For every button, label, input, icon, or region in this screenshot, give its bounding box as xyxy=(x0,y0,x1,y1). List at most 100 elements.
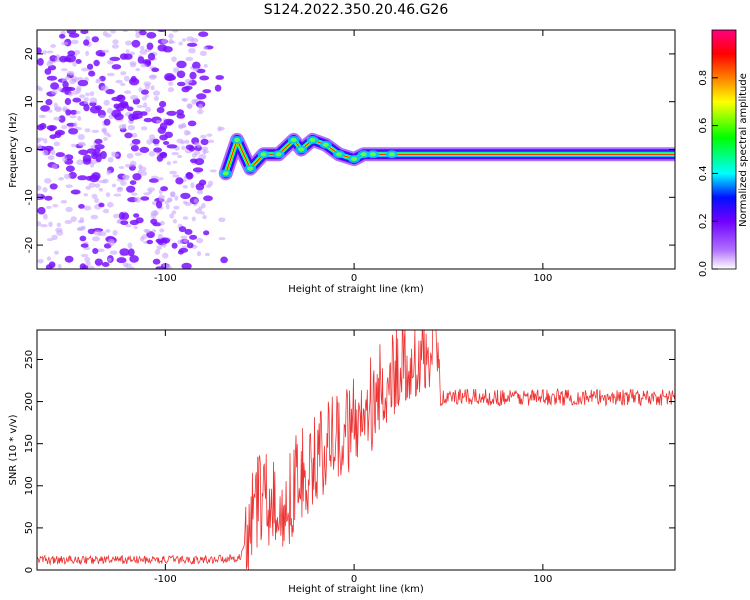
noise-blob xyxy=(189,71,197,80)
spectrogram-ylabel: Frequency (Hz) xyxy=(8,112,19,188)
noise-blob xyxy=(102,30,108,37)
noise-blob xyxy=(46,75,58,81)
noise-blob xyxy=(129,219,139,226)
noise-blob xyxy=(100,231,107,237)
noise-blob xyxy=(148,178,159,183)
colorbar-ticks: 0.0 0.2 0.4 0.6 0.8 xyxy=(698,70,718,277)
noise-blob xyxy=(75,59,82,64)
noise-blob xyxy=(81,67,89,72)
noise-blob xyxy=(112,213,121,219)
noise-blob xyxy=(192,167,204,173)
noise-blob xyxy=(123,53,133,60)
noise-blob xyxy=(78,204,85,209)
noise-blob xyxy=(153,147,163,153)
noise-blob xyxy=(47,238,54,242)
noise-blob xyxy=(107,201,114,208)
colorbar-tick-label: 0.6 xyxy=(698,118,709,134)
noise-blob xyxy=(196,93,207,100)
noise-blob xyxy=(171,210,177,215)
noise-blob xyxy=(70,143,77,148)
noise-blob xyxy=(125,224,132,228)
noise-blob xyxy=(64,255,74,263)
noise-blob xyxy=(40,224,48,228)
noise-blob xyxy=(58,115,66,123)
y-tick-label: 0 xyxy=(24,567,35,573)
noise-blob xyxy=(77,175,88,181)
noise-blob xyxy=(129,180,137,186)
colorbar-label: Normalized spectral amplitude xyxy=(738,73,749,227)
noise-blob xyxy=(159,228,165,233)
noise-blob xyxy=(64,220,73,224)
noise-blob xyxy=(153,210,158,216)
x-tick-label: 100 xyxy=(533,574,552,585)
noise-blob xyxy=(112,39,119,45)
noise-blob xyxy=(61,41,69,46)
noise-blob xyxy=(84,101,89,105)
noise-blob xyxy=(196,237,204,244)
noise-blob xyxy=(189,234,198,240)
noise-blob xyxy=(101,49,110,53)
noise-blob xyxy=(89,105,101,114)
noise-blob xyxy=(165,203,170,210)
noise-blob xyxy=(47,155,55,161)
noise-blob xyxy=(180,140,185,145)
noise-blob xyxy=(146,239,154,245)
noise-blob xyxy=(135,32,141,39)
noise-blob xyxy=(148,74,157,80)
noise-blob xyxy=(209,169,217,173)
noise-blob xyxy=(66,30,77,35)
noise-blob xyxy=(101,262,110,267)
noise-blob xyxy=(124,90,132,94)
noise-blob xyxy=(51,90,58,95)
noise-blob xyxy=(125,263,132,269)
noise-scatter xyxy=(37,30,228,269)
noise-blob xyxy=(169,170,177,175)
noise-blob xyxy=(160,151,168,159)
noise-blob xyxy=(75,88,81,94)
noise-blob xyxy=(100,85,109,92)
noise-blob xyxy=(166,144,178,149)
noise-blob xyxy=(162,252,169,259)
noise-blob xyxy=(174,195,179,201)
noise-blob xyxy=(197,109,204,115)
noise-blob xyxy=(182,38,187,42)
noise-blob xyxy=(181,145,186,151)
snr-axes: -100 0 100 0 50 100 150 200 250 xyxy=(24,330,675,585)
noise-blob xyxy=(61,68,68,72)
noise-blob xyxy=(159,134,168,141)
noise-blob xyxy=(65,54,76,63)
noise-blob xyxy=(131,138,141,145)
noise-blob xyxy=(139,45,145,50)
spectrogram-xlabel: Height of straight line (km) xyxy=(288,284,424,295)
noise-blob xyxy=(134,152,143,157)
noise-blob xyxy=(177,154,183,159)
noise-blob xyxy=(83,193,89,197)
noise-blob xyxy=(218,237,226,241)
noise-blob xyxy=(130,144,139,152)
ridge-blob-core xyxy=(260,152,267,157)
noise-blob xyxy=(125,40,132,46)
noise-blob xyxy=(70,189,81,195)
noise-blob xyxy=(127,124,135,131)
noise-blob xyxy=(157,177,164,181)
ridge-blob-core xyxy=(351,157,358,162)
noise-blob xyxy=(143,81,152,87)
ridge-blob-core xyxy=(247,166,254,171)
noise-blob xyxy=(204,252,210,257)
noise-blob xyxy=(37,185,42,191)
noise-blob xyxy=(43,213,48,220)
noise-blob xyxy=(206,133,213,137)
noise-blob xyxy=(172,160,178,164)
noise-blob xyxy=(170,191,176,198)
colorbar-tick-label: 0.0 xyxy=(698,261,709,277)
noise-blob xyxy=(37,258,44,264)
noise-blob xyxy=(45,98,53,106)
noise-blob xyxy=(196,251,202,257)
noise-blob xyxy=(159,237,171,244)
noise-blob xyxy=(37,144,42,150)
noise-blob xyxy=(176,113,186,119)
noise-blob xyxy=(70,39,79,45)
colorbar: 0.0 0.2 0.4 0.6 0.8 Normalized spectral ampl… xyxy=(698,29,749,277)
noise-blob xyxy=(175,177,184,185)
